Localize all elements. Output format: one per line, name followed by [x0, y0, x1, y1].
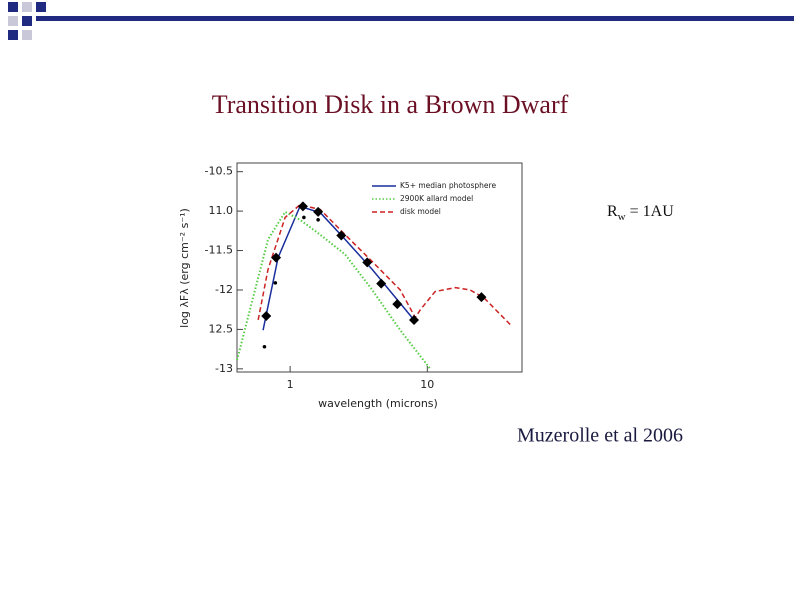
data-point — [313, 206, 324, 217]
legend-label: disk model — [400, 207, 441, 216]
annotation-part: R — [607, 203, 618, 220]
y-tick-label: -10.5 — [205, 165, 233, 178]
data-point — [362, 257, 373, 268]
data-point — [316, 217, 320, 222]
data-point — [392, 299, 403, 310]
annotation-part: = 1AU — [626, 203, 675, 220]
decoration — [8, 2, 794, 40]
y-tick-label: 11.0 — [209, 204, 234, 217]
annotation: Rw = 1AU — [607, 203, 674, 223]
y-tick-label: -11.5 — [205, 244, 233, 257]
data-point — [261, 311, 272, 322]
legend-label: 2900K allard model — [400, 194, 473, 203]
series-line — [236, 210, 432, 370]
data-point — [336, 230, 347, 241]
series-line — [262, 205, 416, 331]
y-tick-label: -13 — [215, 362, 233, 375]
data-point — [273, 281, 278, 285]
plot-frame — [236, 162, 523, 373]
x-tick-label: 1 — [287, 378, 294, 391]
series-line — [257, 203, 511, 326]
y-tick-label: -12 — [215, 283, 233, 296]
y-tick-label: 12.5 — [209, 322, 234, 335]
data-point — [271, 252, 282, 263]
data-point — [302, 215, 306, 220]
data-point — [297, 201, 308, 212]
data-point — [262, 344, 267, 349]
annotation-sub: w — [618, 211, 626, 223]
data-point — [476, 292, 487, 303]
legend-label: K5+ median photosphere — [400, 181, 496, 190]
slide-title: Transition Disk in a Brown Dwarf — [212, 90, 569, 119]
data-point — [376, 278, 387, 289]
data-point — [409, 314, 420, 325]
y-axis-label: log λFλ (erg cm⁻² s⁻¹) — [178, 208, 191, 328]
x-axis-label: wavelength (microns) — [318, 397, 438, 410]
citation: Muzerolle et al 2006 — [517, 425, 683, 447]
x-tick-label: 10 — [420, 378, 434, 391]
